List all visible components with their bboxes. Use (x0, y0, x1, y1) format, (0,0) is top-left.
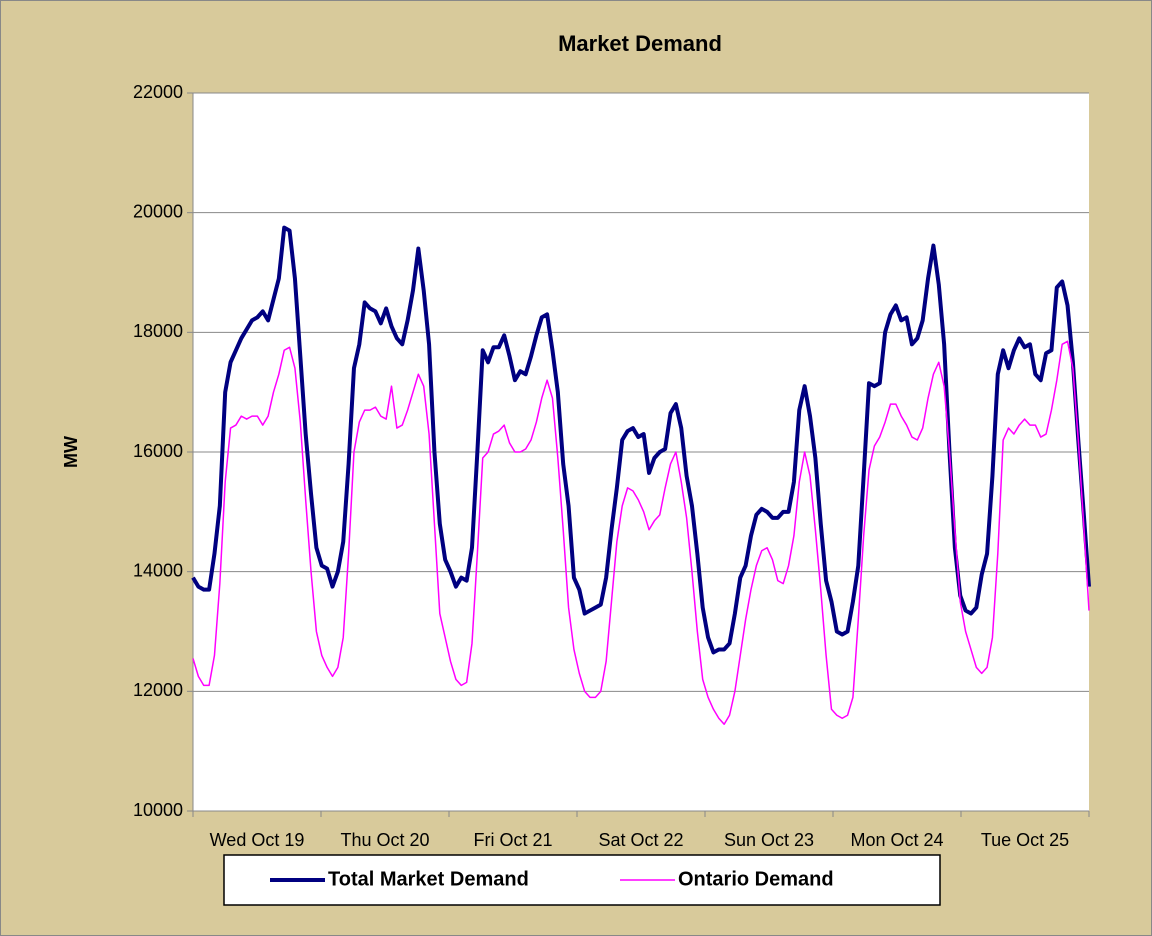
y-tick-label: 22000 (133, 82, 183, 102)
legend-box (223, 854, 941, 906)
x-tick-label: Tue Oct 25 (981, 830, 1069, 850)
y-tick-label: 20000 (133, 201, 183, 221)
x-tick-label: Mon Oct 24 (850, 830, 943, 850)
chart-title: Market Demand (558, 31, 722, 56)
series-line (191, 225, 1091, 655)
y-tick-label: 18000 (133, 321, 183, 341)
y-tick-label: 10000 (133, 800, 183, 820)
series-line (192, 340, 1090, 725)
legend-label: Total Market Demand (328, 868, 529, 890)
legend-label: Ontario Demand (678, 868, 834, 890)
x-tick-label: Fri Oct 21 (473, 830, 552, 850)
x-tick-label: Sun Oct 23 (724, 830, 814, 850)
y-tick-label: 16000 (133, 441, 183, 461)
x-tick-label: Wed Oct 19 (210, 830, 305, 850)
y-tick-label: 12000 (133, 680, 183, 700)
y-tick-label: 14000 (133, 560, 183, 580)
x-tick-label: Sat Oct 22 (598, 830, 683, 850)
y-axis-label: MW (61, 436, 81, 468)
x-tick-label: Thu Oct 20 (340, 830, 429, 850)
